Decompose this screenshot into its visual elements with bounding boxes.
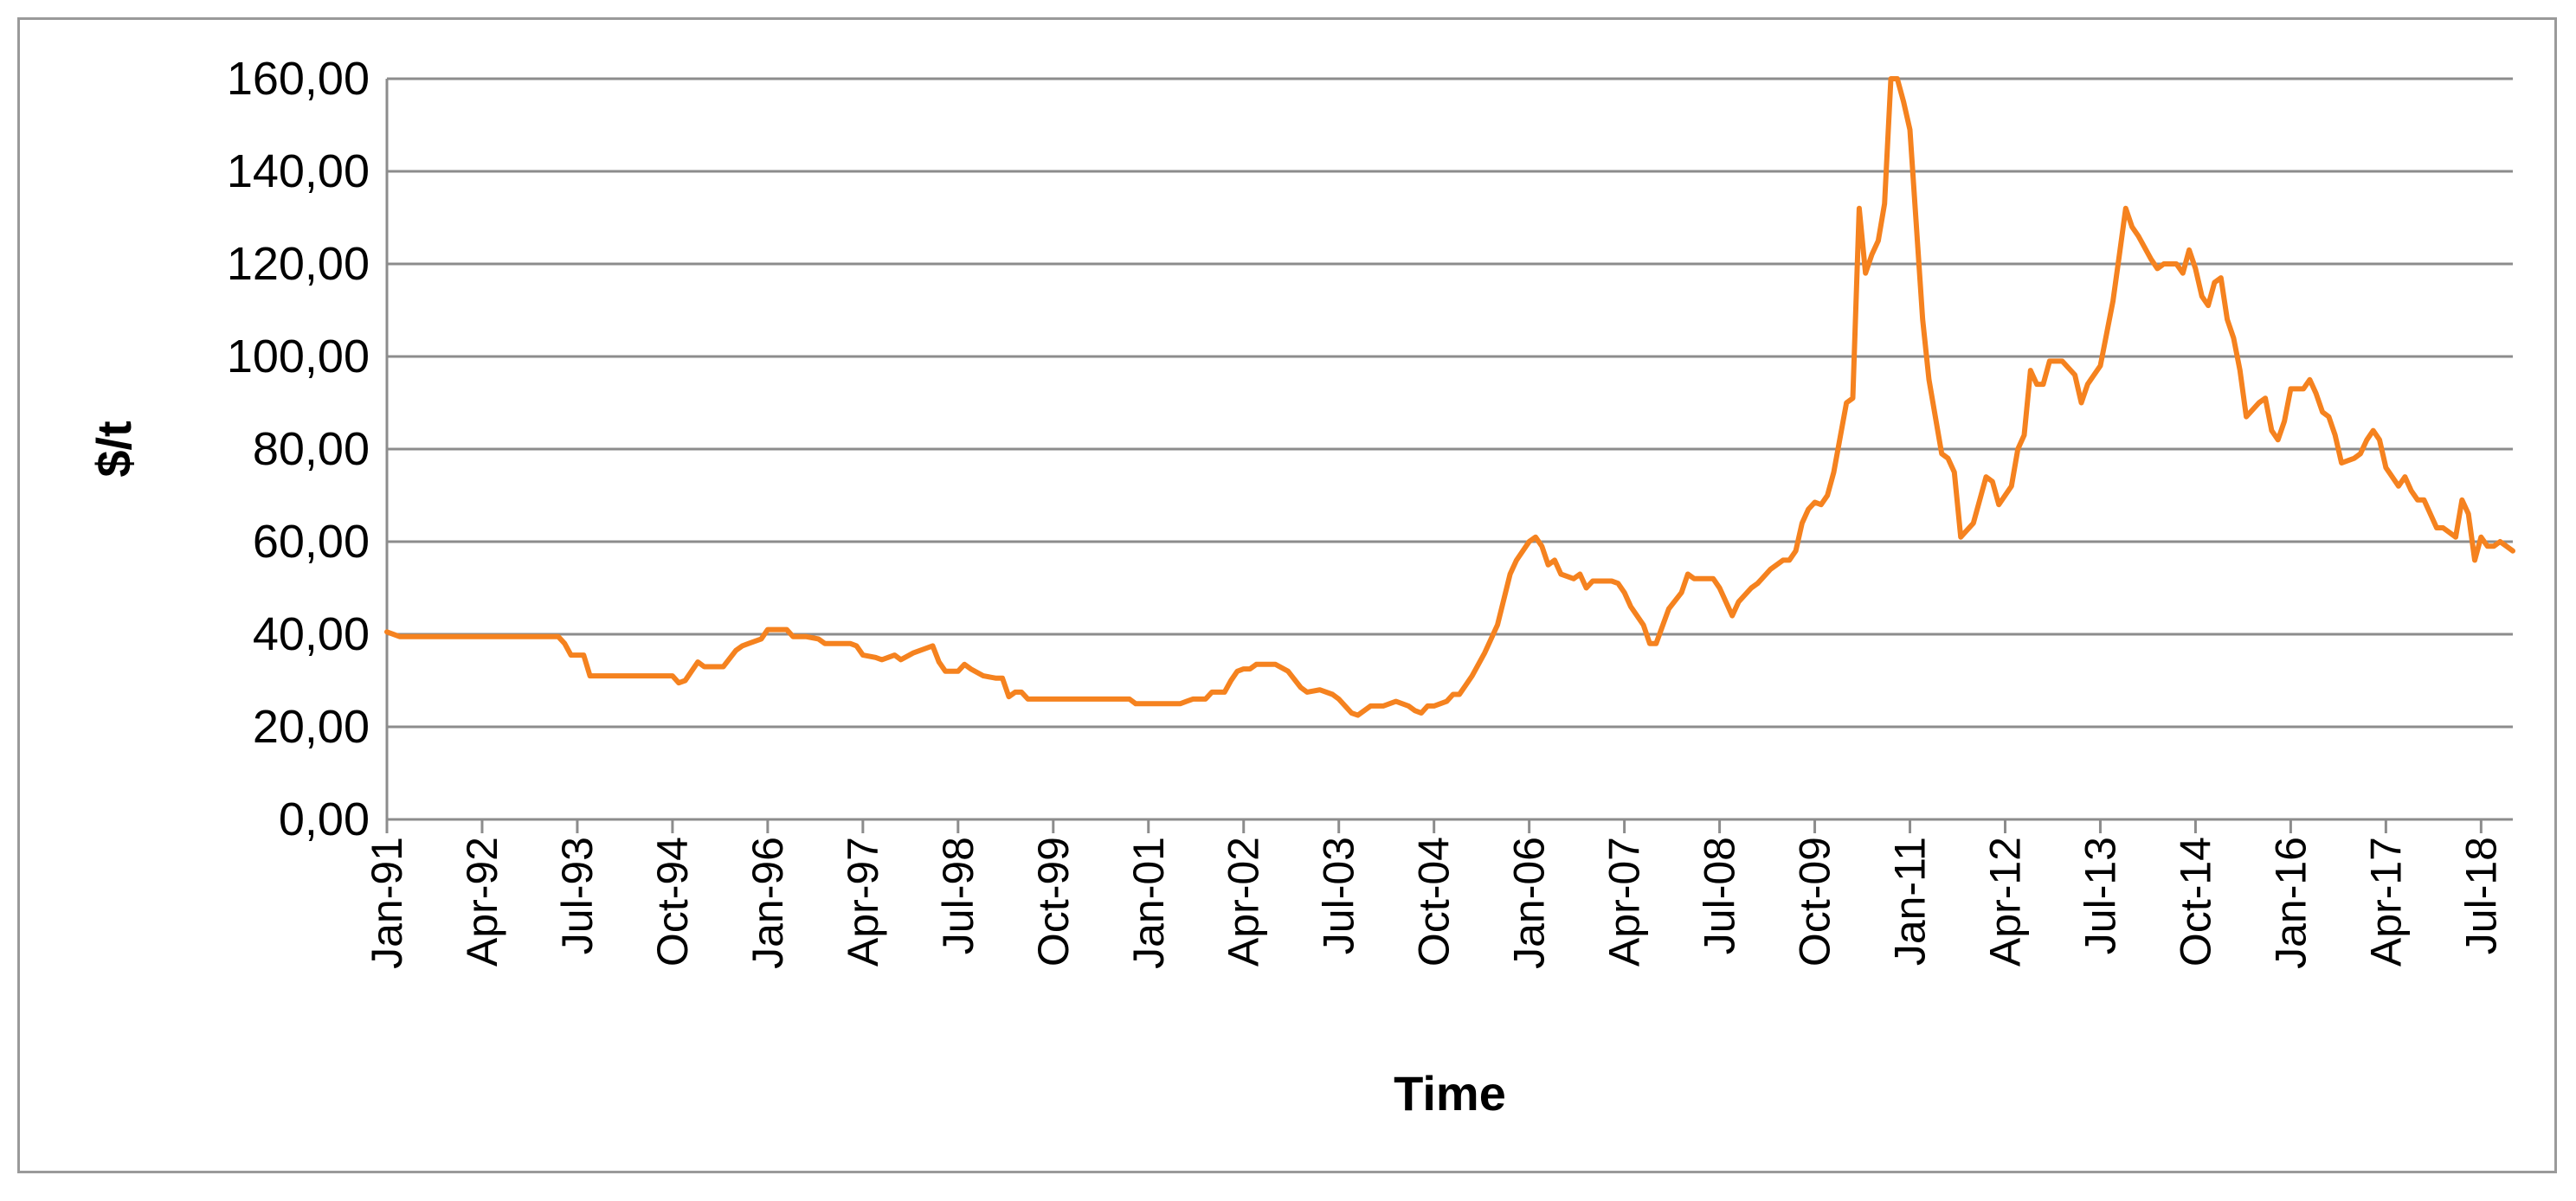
x-tick-label: Apr-02 [1220,837,1268,967]
y-tick-label: 20,00 [253,701,370,753]
x-tick-label: Oct-04 [1410,837,1459,967]
x-tick-label: Jan-91 [363,837,411,969]
x-tick-label: Apr-17 [2361,837,2410,967]
x-tick-label: Apr-07 [1600,837,1649,967]
x-tick-label: Jul-13 [2076,837,2124,954]
y-tick-label: 100,00 [227,331,370,382]
x-tick-label: Oct-09 [1791,837,1839,967]
x-tick-label: Jul-18 [2457,837,2505,954]
x-axis-title: Time [1394,1066,1506,1121]
x-tick-label: Jan-16 [2266,837,2315,969]
series-layer [384,76,2515,718]
x-tick-label: Jan-11 [1886,837,1935,966]
x-tick-label: Apr-97 [839,837,887,967]
x-tick-label: Jul-08 [1696,837,1744,954]
y-tick-label: 0,00 [279,793,370,845]
y-tick-label: 120,00 [227,238,370,290]
x-tick-label: Jan-01 [1124,837,1173,969]
x-tick-label: Jul-03 [1315,837,1363,954]
y-tick-labels: 0,00 20,00 40,00 60,00 80,00 100,00 120,00 140,… [227,53,370,845]
y-tick-label: 80,00 [253,423,370,475]
x-tick-label: Oct-94 [648,837,697,967]
series-line [384,76,2515,718]
line-chart: 0,00 20,00 40,00 60,00 80,00 100,00 120,00 140,… [87,53,2515,1121]
y-tick-label: 140,00 [227,145,370,197]
y-tick-label: 160,00 [227,53,370,105]
x-tick-label: Oct-99 [1029,837,1078,967]
y-tick-label: 40,00 [253,608,370,660]
x-tick-label: Oct-14 [2171,837,2219,967]
y-axis-title: $/t [87,421,141,477]
chart-frame: 0,00 20,00 40,00 60,00 80,00 100,00 120,00 140,… [17,17,2557,1173]
gridlines [387,77,2513,729]
x-tick-label: Jul-98 [934,837,982,954]
x-tick-labels: Jan-91 Apr-92 Jul-93 Oct-94 Jan-96 Apr-97 Jul-… [363,837,2505,969]
y-tick-label: 60,00 [253,516,370,568]
axes [385,79,2513,833]
x-tick-label: Apr-92 [458,837,506,967]
x-tick-label: Apr-12 [1980,837,2029,967]
x-tick-label: Jan-96 [744,837,792,969]
x-tick-label: Jul-93 [553,837,602,954]
x-tick-label: Jan-06 [1505,837,1554,969]
